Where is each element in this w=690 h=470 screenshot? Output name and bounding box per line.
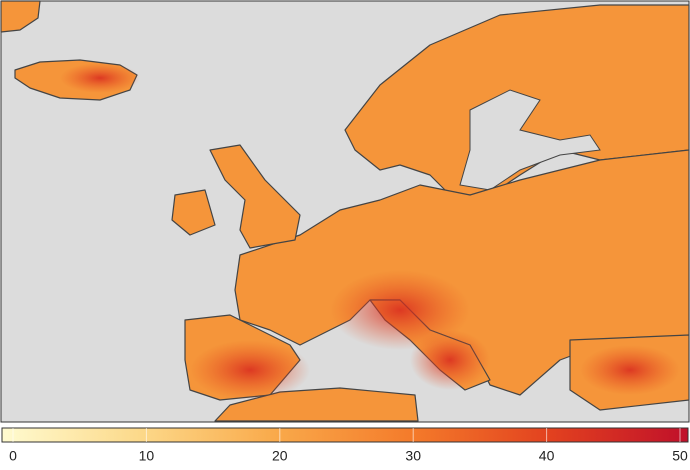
map bbox=[0, 0, 690, 423]
ireland bbox=[171, 189, 216, 236]
colorbar-tick-label: 40 bbox=[539, 448, 555, 464]
colorbar-fill bbox=[1, 427, 689, 443]
colorbar: 0 10 20 30 40 50 bbox=[1, 427, 689, 464]
baltic-sea bbox=[459, 89, 601, 191]
colorbar-tick-label: 50 bbox=[672, 448, 688, 464]
colorbar-tick-label: 30 bbox=[405, 448, 421, 464]
hot-spot bbox=[580, 345, 680, 395]
hot-spot bbox=[330, 270, 470, 350]
hot-spot bbox=[190, 340, 310, 400]
continent bbox=[234, 149, 690, 396]
colorbar-tick-label: 0 bbox=[9, 448, 17, 464]
hot-spot bbox=[60, 63, 140, 93]
colorbar-tick-label: 10 bbox=[139, 448, 155, 464]
hot-spot bbox=[410, 330, 490, 390]
great-britain bbox=[209, 144, 301, 249]
greenland-edge bbox=[0, 0, 41, 33]
colorbar-tick-label: 20 bbox=[272, 448, 288, 464]
